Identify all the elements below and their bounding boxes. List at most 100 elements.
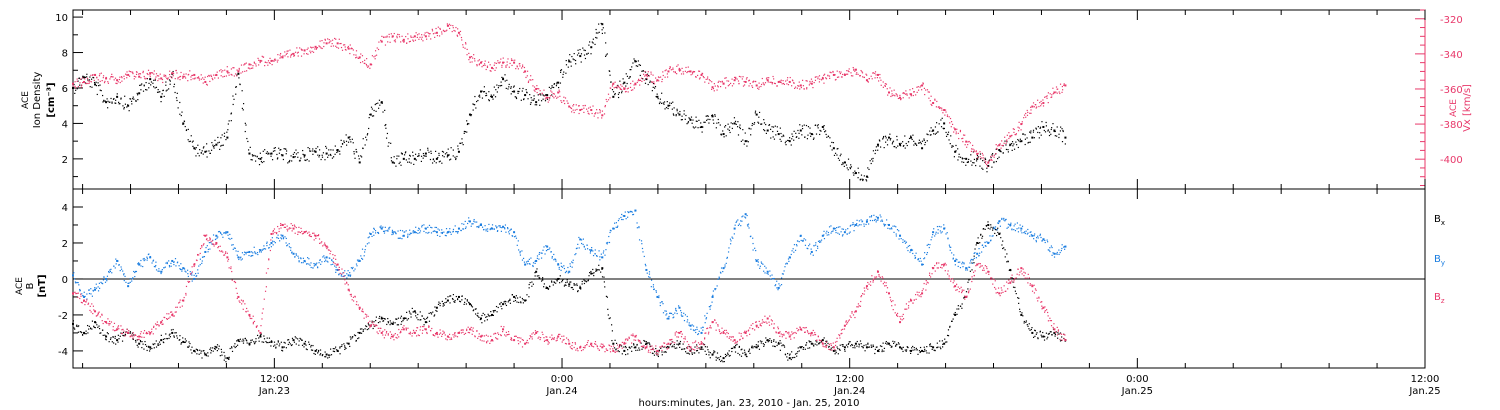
bx-sample-dot (139, 340, 142, 343)
bx-sample-dot (552, 284, 554, 286)
by-sample-dot (881, 219, 883, 221)
by-sample-dot (493, 228, 495, 230)
density-sample-dot (565, 59, 567, 62)
velocity-sample-dot (398, 34, 400, 36)
density-sample-dot (652, 82, 655, 85)
by-sample-dot (197, 272, 199, 274)
bx-point (402, 317, 405, 320)
bx-sample-dot (324, 351, 326, 353)
by-sample-dot (241, 258, 243, 260)
density-sample-dot (1029, 131, 1031, 133)
velocity-point (314, 45, 317, 48)
by-sample-dot (563, 267, 566, 270)
velocity-sample-dot (605, 98, 607, 101)
bx-sample-dot (870, 344, 872, 346)
by-sample-dot (752, 249, 754, 251)
density-sample-dot (473, 103, 475, 106)
density-sample-dot (676, 110, 678, 112)
density-sample-dot (99, 84, 101, 86)
velocity-sample-dot (384, 44, 387, 46)
by-sample-dot (271, 237, 273, 239)
density-sample-dot (632, 62, 634, 64)
density-sample-dot (943, 127, 946, 130)
velocity-sample-dot (977, 152, 979, 154)
by-sample-dot (523, 261, 526, 263)
bx-sample-dot (352, 336, 354, 338)
bx-sample-dot (613, 347, 616, 349)
velocity-sample-dot (233, 75, 235, 77)
velocity-sample-dot (959, 129, 962, 132)
field-tick-label: 2 (62, 239, 68, 250)
by-sample-dot (282, 238, 285, 240)
by-sample-dot (397, 230, 399, 232)
velocity-sample-dot (342, 44, 345, 46)
density-sample-dot (986, 171, 988, 173)
bx-sample-dot (492, 310, 494, 312)
velocity-sample-dot (921, 89, 923, 91)
velocity-sample-dot (789, 76, 791, 79)
bx-sample-dot (956, 308, 958, 310)
by-sample-dot (764, 265, 766, 267)
velocity-sample-dot (131, 71, 133, 73)
by-sample-dot (383, 230, 386, 232)
bx-sample-dot (290, 344, 293, 347)
bx-point (766, 339, 769, 342)
velocity-sample-dot (414, 39, 417, 41)
density-sample-dot (358, 158, 360, 160)
by-sample-dot (344, 270, 346, 272)
density-sample-dot (384, 109, 386, 111)
density-sample-dot (195, 155, 197, 157)
density-point (535, 101, 538, 104)
velocity-sample-dot (806, 87, 808, 89)
density-sample-dot (526, 92, 528, 94)
velocity-sample-dot (848, 68, 850, 70)
bx-sample-dot (603, 276, 605, 278)
velocity-point (887, 91, 890, 94)
velocity-sample-dot (648, 75, 651, 77)
by-sample-dot (444, 234, 446, 237)
by-sample-dot (170, 262, 172, 264)
bx-sample-dot (481, 322, 483, 324)
velocity-sample-dot (768, 77, 770, 79)
by-sample-dot (79, 289, 81, 291)
velocity-sample-dot (682, 71, 684, 73)
by-sample-dot (646, 272, 648, 274)
density-sample-dot (185, 129, 188, 131)
velocity-sample-dot (658, 76, 660, 79)
velocity-sample-dot (375, 54, 378, 56)
by-sample-dot (835, 231, 837, 234)
velocity-sample-dot (226, 66, 228, 68)
by-sample-dot (702, 329, 704, 331)
density-sample-dot (915, 143, 917, 145)
bx-sample-dot (470, 304, 473, 306)
density-sample-dot (152, 82, 154, 84)
density-sample-dot (680, 119, 682, 121)
velocity-sample-dot (817, 78, 819, 80)
density-sample-dot (799, 124, 801, 126)
by-sample-dot (727, 251, 730, 253)
bx-sample-dot (459, 300, 461, 302)
by-sample-dot (205, 247, 207, 249)
bx-point (72, 322, 74, 325)
bx-sample-dot (424, 318, 426, 321)
by-sample-dot (335, 266, 337, 268)
by-sample-dot (759, 267, 761, 269)
bx-sample-dot (587, 279, 589, 281)
density-sample-dot (855, 172, 857, 174)
by-sample-dot (594, 249, 596, 251)
velocity-sample-dot (629, 86, 632, 89)
bx-point (1042, 335, 1045, 338)
density-sample-dot (750, 134, 752, 136)
velocity-sample-dot (426, 31, 428, 34)
density-sample-dot (183, 120, 185, 122)
velocity-sample-dot (376, 47, 378, 49)
bx-sample-dot (615, 349, 617, 351)
density-point (1031, 136, 1034, 139)
bx-sample-dot (1004, 249, 1006, 251)
density-sample-dot (93, 81, 96, 84)
bx-sample-dot (409, 312, 411, 314)
by-sample-dot (257, 253, 259, 256)
bx-sample-dot (1001, 244, 1003, 246)
bx-sample-dot (913, 346, 915, 349)
velocity-sample-dot (74, 81, 76, 83)
